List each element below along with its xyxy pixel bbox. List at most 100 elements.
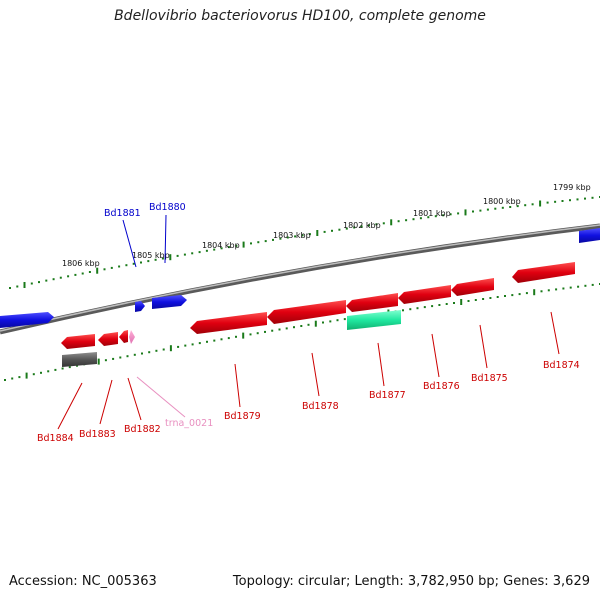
gene-arrow-bd1882[interactable] — [98, 332, 118, 346]
major-tick — [460, 299, 463, 305]
tick-label-1803: 1803 kbp — [273, 231, 311, 240]
gene-label-bd1883[interactable]: Bd1883 — [79, 429, 116, 440]
minor-tick — [67, 275, 70, 278]
minor-tick — [472, 210, 474, 213]
gene-arrow-small[interactable] — [119, 330, 128, 343]
minor-tick — [16, 285, 19, 288]
minor-tick — [154, 258, 157, 261]
minor-tick — [546, 201, 549, 204]
gene-arrow-unlabeled-right[interactable] — [579, 228, 600, 243]
minor-tick — [307, 323, 310, 326]
minor-tick — [176, 254, 179, 257]
minor-tick — [279, 237, 282, 240]
reverse-strand-features — [61, 262, 575, 367]
gene-labels: Bd1881 Bd1880 Bd1884 Bd1883 Bd1882 trna_… — [37, 202, 580, 444]
gene-arrow-unlabeled-left[interactable] — [0, 312, 54, 328]
minor-tick — [184, 344, 187, 347]
minor-tick — [331, 229, 333, 232]
minor-tick — [345, 227, 348, 230]
gene-label-bd1879[interactable]: Bd1879 — [224, 411, 261, 422]
minor-tick — [427, 216, 430, 219]
major-tick — [242, 241, 245, 248]
minor-tick — [293, 326, 295, 329]
minor-tick — [52, 278, 55, 281]
minor-tick — [494, 207, 497, 210]
pseudogene-bd1884[interactable] — [62, 352, 97, 367]
callout-bd1875 — [479, 324, 488, 369]
minor-tick — [118, 265, 121, 268]
gene-arrow-bd1879[interactable] — [190, 312, 267, 334]
genome-backbone — [0, 223, 600, 335]
major-tick — [464, 209, 467, 216]
minor-tick — [368, 224, 370, 227]
gene-arrow-bd1881[interactable] — [135, 301, 145, 312]
gene-label-bd1876[interactable]: Bd1876 — [423, 381, 460, 392]
minor-tick — [577, 285, 580, 288]
callout-bd1879 — [234, 363, 241, 408]
minor-tick — [445, 303, 448, 305]
gene-label-bd1884[interactable]: Bd1884 — [37, 433, 74, 444]
callout-trna-0021 — [136, 376, 186, 418]
minor-tick — [104, 359, 107, 362]
gene-arrow-bd1876[interactable] — [398, 285, 451, 304]
minor-tick — [68, 366, 71, 369]
minor-tick — [198, 342, 201, 345]
minor-tick — [449, 213, 452, 216]
minor-tick — [235, 335, 237, 338]
callout-bd1876 — [431, 333, 440, 378]
gene-arrow-bd1875[interactable] — [451, 278, 494, 296]
minor-tick — [32, 373, 35, 376]
minor-tick — [126, 355, 129, 358]
minor-tick — [112, 357, 115, 360]
gene-label-bd1881[interactable]: Bd1881 — [104, 208, 141, 219]
callout-bd1881 — [122, 219, 137, 268]
minor-tick — [147, 260, 150, 263]
rrna-arrow-bd1877[interactable] — [347, 310, 401, 330]
minor-tick — [11, 377, 14, 380]
minor-tick — [322, 321, 324, 324]
minor-tick — [569, 286, 572, 289]
gene-label-trna-0021[interactable]: trna_0021 — [165, 418, 213, 429]
minor-tick — [301, 234, 304, 237]
minor-tick — [38, 281, 40, 284]
gene-label-bd1882[interactable]: Bd1882 — [124, 424, 161, 435]
minor-tick — [438, 304, 441, 306]
minor-tick — [329, 320, 332, 323]
minor-tick — [235, 244, 238, 247]
minor-tick — [61, 367, 64, 370]
gene-arrow-bd1880[interactable] — [152, 295, 187, 309]
minor-tick — [554, 200, 557, 203]
minor-tick — [264, 240, 267, 243]
gene-arrow-bd1878[interactable] — [267, 300, 346, 324]
gene-arrow-unlabeled-mid[interactable] — [346, 293, 398, 312]
gene-label-bd1877[interactable]: Bd1877 — [369, 390, 406, 401]
minor-tick — [323, 230, 326, 233]
minor-tick — [576, 198, 579, 201]
minor-tick — [518, 293, 521, 296]
gene-arrow-bd1883[interactable] — [61, 334, 95, 349]
gene-label-bd1875[interactable]: Bd1875 — [471, 373, 508, 384]
minor-tick — [486, 208, 489, 211]
scale-ticks-outer — [9, 196, 600, 289]
gene-label-bd1874[interactable]: Bd1874 — [543, 360, 580, 371]
gene-label-bd1878[interactable]: Bd1878 — [302, 401, 339, 412]
minor-tick — [110, 266, 113, 269]
minor-tick — [405, 219, 408, 222]
minor-tick — [504, 295, 506, 297]
minor-tick — [227, 337, 230, 340]
gene-label-bd1880[interactable]: Bd1880 — [149, 202, 186, 213]
minor-tick — [30, 282, 33, 285]
minor-tick — [45, 279, 48, 282]
minor-tick — [375, 223, 378, 226]
minor-tick — [285, 327, 288, 330]
minor-tick — [54, 368, 57, 371]
minor-tick — [88, 271, 91, 273]
trna-arrow-trna-0021[interactable] — [129, 330, 135, 344]
gene-arrow-bd1874[interactable] — [512, 262, 575, 283]
minor-tick — [220, 338, 223, 341]
callout-bd1880 — [164, 214, 167, 264]
minor-tick — [412, 218, 415, 221]
minor-tick — [467, 300, 470, 302]
minor-tick — [206, 340, 208, 343]
minor-tick — [496, 296, 499, 298]
